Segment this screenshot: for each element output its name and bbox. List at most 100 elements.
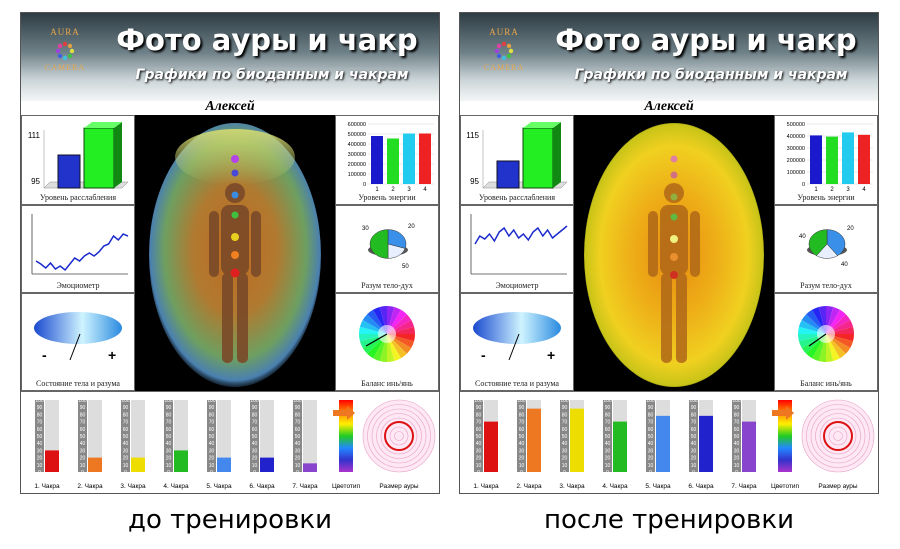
chakra-label: 7. Чакра: [292, 483, 318, 490]
chakra-scale-tick: 100: [207, 398, 216, 404]
state-ellipse-graphic: - +: [34, 312, 122, 363]
emotion-label: Эмоциометр: [495, 281, 539, 290]
chakra-dot-6: [231, 169, 239, 177]
energy-tick: 0: [363, 182, 366, 188]
chakra-scale-tick: 20: [252, 456, 258, 462]
aura-photo: [574, 115, 774, 391]
chakra-scale-tick: 30: [37, 448, 43, 454]
chakra-scale-strip: [517, 400, 526, 472]
report-title: Фото ауры и чакр: [116, 23, 418, 57]
mind-pie-slice: [387, 229, 407, 249]
chakra-scale-tick: 0: [210, 470, 213, 476]
chakra-scale-tick: 90: [476, 405, 482, 411]
chakra-scale-tick: 30: [166, 448, 172, 454]
chakra-scale-tick: 20: [648, 456, 654, 462]
chakra-bar: [527, 408, 541, 472]
chakra-scale-tick: 10: [562, 463, 568, 469]
chakra-scale-tick: 30: [648, 448, 654, 454]
logo-text-bottom: CAMERA: [44, 63, 86, 72]
chakra-scale-tick: 50: [519, 434, 525, 440]
chakra-scale-tick: 20: [476, 456, 482, 462]
aura-camera-logo: AURA CAMERA: [35, 23, 95, 79]
chakra-dot-7: [670, 155, 678, 163]
chakra-scale-tick: 60: [37, 427, 43, 433]
chakra-scale-tick: 60: [209, 427, 215, 433]
chakra-scale-tick: 80: [562, 412, 568, 418]
energy-tick: 400000: [348, 142, 366, 148]
energy-bars: 600000 500000 400000 300000 200000 100000 0 1 2 3…: [348, 122, 434, 193]
aura-glow-graphic: [149, 123, 321, 387]
aura-size-ring: [389, 426, 409, 446]
chakra-bar: [484, 421, 498, 472]
chakra-scale-tick: 20: [562, 456, 568, 462]
chakra-scale-tick: 80: [37, 412, 43, 418]
chakra-scale-tick: 100: [121, 398, 130, 404]
energy-category: 1: [814, 187, 818, 193]
mind-pct-1: 30: [362, 226, 369, 232]
emotion-meter: Эмоциометр: [460, 205, 574, 293]
chakra-scale-tick: 50: [123, 434, 129, 440]
chakra-scale-tick: 40: [562, 441, 568, 447]
emotion-line-chart: [31, 214, 129, 275]
chakra-scale-tick: 30: [295, 448, 301, 454]
energy-tick: 400000: [787, 134, 805, 140]
chakra-bar: [174, 450, 188, 472]
emotion-line: [35, 233, 129, 272]
chakra-bar: [570, 408, 584, 472]
chakra-scale-tick: 20: [209, 456, 215, 462]
relaxation-chart: 111 95 Уровень расслабления: [21, 115, 135, 205]
mind-body-spirit-chart: 30 20 50 Разум тело-дух: [335, 205, 439, 293]
mind-pie-slice: [808, 229, 828, 256]
chakra-scale-tick: 20: [166, 456, 172, 462]
colortype-strip: [339, 400, 353, 472]
chakra-scale-tick: 70: [476, 420, 482, 426]
chakra-dot-3: [670, 235, 678, 243]
relax-bar-blue: [57, 154, 81, 189]
chakra-scale-tick: 50: [562, 434, 568, 440]
chakra-scale-tick: 90: [166, 405, 172, 411]
chakra-scale-tick: 100: [517, 398, 526, 404]
chakra-scale-tick: 80: [648, 412, 654, 418]
chakra-scale-tick: 10: [295, 463, 301, 469]
chakra-scale-tick: 30: [476, 448, 482, 454]
energy-bars: 500000 400000 300000 200000 100000 0 1 2 3 4: [787, 122, 873, 193]
chakra-label: 6. Чакра: [688, 483, 714, 490]
state-minus: -: [481, 347, 486, 363]
chakra-scale-tick: 70: [519, 420, 525, 426]
relax-label: Уровень расслабления: [39, 193, 117, 202]
energy-tick: 100000: [787, 170, 805, 176]
chakra-dot-5: [670, 193, 678, 201]
aura-size-ring: [371, 408, 427, 464]
energy-chart: 600000 500000 400000 300000 200000 100000 0 1 2 3…: [335, 115, 439, 205]
emotion-meter: Эмоциометр: [21, 205, 135, 293]
chakra-scale-tick: 30: [252, 448, 258, 454]
chakra-scale-tick: 50: [648, 434, 654, 440]
chakra-scale-tick: 0: [477, 470, 480, 476]
chakra-dot-2: [670, 253, 678, 261]
chakra-scale-tick: 50: [734, 434, 740, 440]
chakra-dot-7: [231, 155, 239, 163]
chakra-scale-tick: 70: [252, 420, 258, 426]
chakra-scale-tick: 70: [166, 420, 172, 426]
chakra-dot-5: [231, 191, 239, 199]
chakra-scale-tick: 40: [605, 441, 611, 447]
chakra-scale-tick: 0: [692, 470, 695, 476]
chakra-scale-tick: 60: [252, 427, 258, 433]
chakra-scale-tick: 30: [209, 448, 215, 454]
report-header: AURA CAMERA Фото ауры и чакр Графики по …: [21, 13, 439, 101]
chakra-scale-tick: 0: [563, 470, 566, 476]
person-name: Алексей: [205, 99, 255, 114]
relax-bar-blue: [496, 160, 520, 189]
balance-color-wheel: [359, 306, 415, 362]
chakra-scale-tick: 100: [732, 398, 741, 404]
chakra-scale-tick: 50: [605, 434, 611, 440]
body-mind-state: - + Состояние тела и разума: [460, 293, 574, 391]
energy-bar: [403, 133, 415, 184]
chakra-scale-strip: [732, 400, 741, 472]
chakra-bar: [656, 415, 670, 472]
chakra-scale-tick: 10: [252, 463, 258, 469]
energy-bar: [858, 134, 870, 184]
chakra-scale-tick: 10: [519, 463, 525, 469]
person-name: Алексей: [644, 99, 694, 114]
